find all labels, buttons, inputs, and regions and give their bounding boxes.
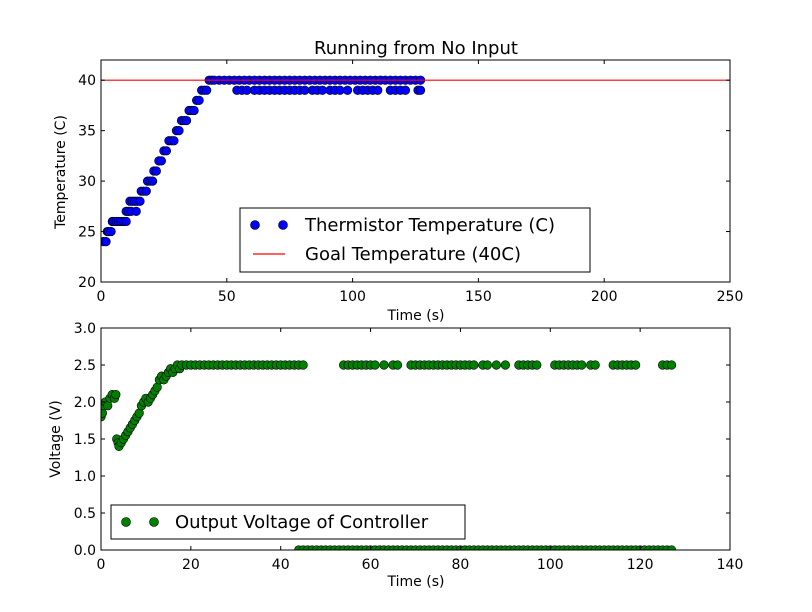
data-point-thermistor-temperature-c <box>147 176 158 186</box>
data-point-output-voltage-of-controller <box>532 360 542 370</box>
data-point-thermistor-temperature-c <box>106 226 116 237</box>
data-point-thermistor-temperature-c <box>415 85 426 95</box>
data-point-thermistor-temperature-c <box>189 105 199 116</box>
data-point-thermistor-temperature-c <box>169 136 179 146</box>
legend-box <box>239 207 591 273</box>
y-tick-label: 2.5 <box>74 358 96 374</box>
data-point-thermistor-temperature-c <box>141 186 151 196</box>
y-tick-label: 35 <box>78 124 96 140</box>
data-point-thermistor-temperature-c <box>135 196 145 206</box>
data-point-output-voltage-of-controller <box>469 360 479 370</box>
data-point-thermistor-temperature-c <box>156 156 166 166</box>
legend-box <box>110 504 466 540</box>
plot-frame <box>100 59 731 283</box>
data-point-output-voltage-of-controller <box>590 360 600 370</box>
y-tick-label: 0.0 <box>74 543 96 559</box>
legend-marker-voltage <box>149 517 159 527</box>
data-point-output-voltage-of-controller <box>500 360 510 370</box>
x-axis-label: Time (s) <box>387 574 445 590</box>
x-tick-label: 0 <box>97 289 106 305</box>
data-point-thermistor-temperature-c <box>181 115 192 126</box>
x-tick-label: 250 <box>717 289 744 305</box>
y-tick-label: 1.0 <box>74 469 96 485</box>
x-tick-label: 100 <box>537 557 564 573</box>
data-point-thermistor-temperature-c <box>174 126 184 136</box>
legend: Output Voltage of Controller <box>110 504 466 540</box>
data-point-output-voltage-of-controller <box>111 390 121 400</box>
y-tick-label: 40 <box>78 73 96 89</box>
data-marks <box>101 360 677 550</box>
x-tick-label: 80 <box>452 557 470 573</box>
y-axis-label: Voltage (V) <box>48 400 64 477</box>
y-tick-label: 25 <box>78 225 96 241</box>
data-point-output-voltage-of-controller <box>631 360 641 370</box>
data-marks <box>101 75 730 247</box>
chart-title: Running from No Input <box>314 38 518 59</box>
data-point-thermistor-temperature-c <box>101 237 111 247</box>
y-tick-label: 20 <box>78 275 96 291</box>
data-point-output-voltage-of-controller <box>666 545 677 550</box>
data-point-output-voltage-of-controller <box>379 360 389 370</box>
data-point-output-voltage-of-controller <box>577 360 587 370</box>
data-point-output-voltage-of-controller <box>666 360 677 370</box>
x-axis-label: Time (s) <box>387 308 445 324</box>
legend-marker-voltage <box>121 517 131 527</box>
x-tick-label: 200 <box>591 289 618 305</box>
x-tick-label: 120 <box>627 557 654 573</box>
data-point-thermistor-temperature-c <box>373 85 383 95</box>
y-tick-label: 30 <box>78 174 96 190</box>
y-tick-label: 0.5 <box>74 506 96 522</box>
plot-area <box>100 59 731 283</box>
legend-label-goal: Goal Temperature (40C) <box>305 244 521 265</box>
x-tick-label: 100 <box>339 289 366 305</box>
data-point-output-voltage-of-controller <box>298 360 308 370</box>
x-tick-label: 50 <box>218 289 236 305</box>
data-point-thermistor-temperature-c <box>194 95 204 105</box>
legend-label-voltage: Output Voltage of Controller <box>175 512 429 533</box>
legend-marker-thermistor <box>250 220 260 230</box>
data-point-thermistor-temperature-c <box>131 206 141 216</box>
temperature-chart: Running from No Input Time (s) Temperatu… <box>53 38 743 324</box>
data-point-thermistor-temperature-c <box>121 216 131 227</box>
x-tick-label: 40 <box>272 557 290 573</box>
y-tick-label: 3.0 <box>74 321 96 337</box>
axis-ticks: 0 20 40 60 80 100 120 140 0.0 0.5 1.0 1.5 2.0 2.5 3.0 <box>74 321 744 573</box>
legend-label-thermistor: Thermistor Temperature (C) <box>304 215 555 236</box>
data-point-thermistor-temperature-c <box>400 85 411 95</box>
x-tick-label: 20 <box>182 557 200 573</box>
y-tick-label: 1.5 <box>74 432 96 448</box>
y-axis-label: Temperature (C) <box>53 115 69 230</box>
legend: Thermistor Temperature (C) Goal Temperat… <box>239 207 591 273</box>
y-tick-label: 2.0 <box>74 395 96 411</box>
data-point-output-voltage-of-controller <box>482 360 492 370</box>
x-tick-label: 0 <box>97 557 106 573</box>
data-point-thermistor-temperature-c <box>161 146 172 156</box>
data-point-thermistor-temperature-c <box>151 166 161 176</box>
data-point-output-voltage-of-controller <box>392 360 403 370</box>
axis-ticks: 0 50 100 150 200 250 20 25 30 35 40 <box>78 60 743 305</box>
voltage-chart: Time (s) Voltage (V) 0 20 40 60 80 100 120 1400… <box>48 321 743 590</box>
legend-marker-thermistor <box>278 220 288 230</box>
data-point-thermistor-temperature-c <box>202 85 212 95</box>
x-tick-label: 60 <box>362 557 380 573</box>
x-tick-label: 140 <box>717 557 744 573</box>
data-point-output-voltage-of-controller <box>370 360 380 370</box>
data-point-thermistor-temperature-c <box>342 85 353 95</box>
data-point-output-voltage-of-controller <box>491 360 501 370</box>
x-tick-label: 150 <box>465 289 492 305</box>
